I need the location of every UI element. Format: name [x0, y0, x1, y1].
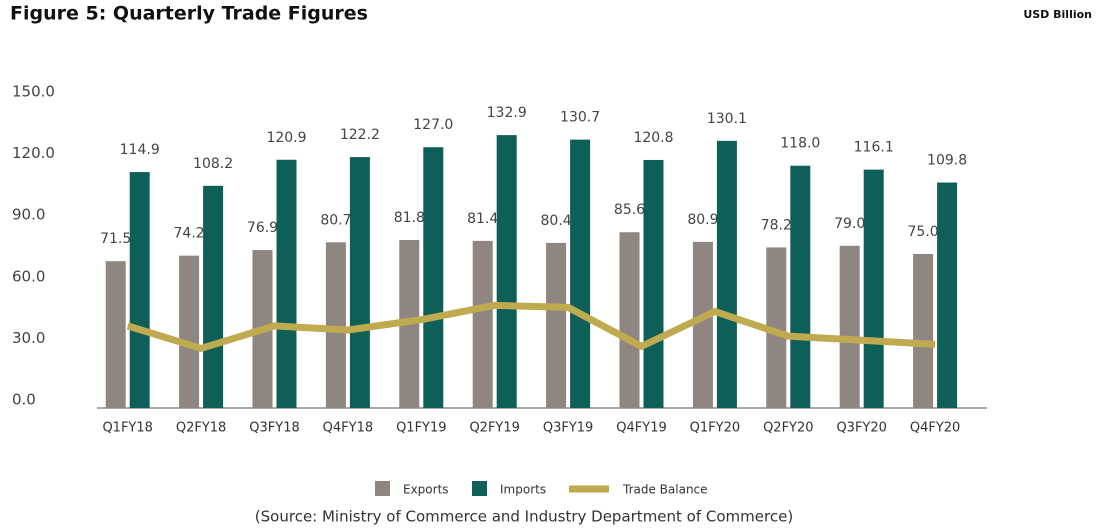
x-tick-label: Q4FY19 [616, 421, 666, 436]
line [126, 301, 936, 352]
data-label: 127.0 [413, 117, 453, 133]
x-tick-label: Q4FY18 [323, 421, 373, 436]
data-label: 76.9 [247, 220, 278, 236]
x-tick-label: Q2FY19 [469, 421, 519, 436]
x-tick-label: Q4FY20 [910, 421, 960, 436]
bar [570, 139, 591, 408]
data-label: 81.4 [467, 211, 498, 227]
legend-label: Exports [403, 483, 449, 497]
legend-label: Trade Balance [622, 483, 708, 497]
data-label: 120.9 [266, 130, 306, 146]
data-label: 118.0 [780, 136, 820, 152]
data-label: 80.9 [687, 212, 718, 228]
y-tick-label: 120.0 [12, 144, 55, 162]
bar [472, 240, 493, 408]
y-tick-label: 150.0 [12, 83, 55, 101]
source-note: (Source: Ministry of Commerce and Indust… [255, 508, 793, 526]
bar [179, 255, 200, 408]
data-label: 80.4 [541, 213, 572, 229]
data-label: 75.0 [908, 224, 939, 240]
bar [766, 247, 787, 408]
bar [546, 242, 567, 408]
chart-title: Figure 5: Quarterly Trade Figures [10, 3, 368, 25]
legend-swatch [472, 481, 487, 496]
bar [276, 159, 297, 408]
bar [937, 182, 958, 408]
data-label: 81.8 [394, 210, 425, 226]
bar [716, 140, 737, 408]
bar [643, 159, 664, 408]
x-tick-label: Q2FY20 [763, 421, 813, 436]
bar [790, 165, 811, 408]
data-label: 85.6 [614, 202, 645, 218]
y-tick-label: 60.0 [12, 267, 45, 285]
x-tick-label: Q2FY18 [176, 421, 226, 436]
bar [496, 135, 517, 408]
data-label: 74.2 [174, 226, 205, 242]
legend-label: Imports [500, 483, 546, 497]
x-tick-label: Q3FY19 [543, 421, 593, 436]
data-label: 80.7 [320, 212, 351, 228]
data-label: 114.9 [120, 142, 160, 158]
bar [619, 232, 640, 408]
bar [863, 169, 884, 408]
y-tick-label: 0.0 [12, 391, 36, 409]
bar [129, 172, 150, 408]
x-tick-label: Q1FY18 [102, 421, 152, 436]
bar [423, 147, 444, 408]
data-label: 130.7 [560, 110, 600, 126]
data-label: 108.2 [193, 156, 233, 172]
bar [692, 241, 713, 408]
data-label: 120.8 [633, 130, 673, 146]
data-label: 122.2 [340, 127, 380, 143]
data-label: 132.9 [487, 105, 527, 121]
x-tick-label: Q3FY20 [836, 421, 886, 436]
y-tick-label: 30.0 [12, 329, 45, 347]
data-label: 71.5 [100, 231, 131, 247]
x-tick-label: Q1FY20 [690, 421, 740, 436]
bar [203, 185, 224, 408]
bar [839, 245, 860, 408]
bar [349, 157, 370, 408]
data-label: 116.1 [854, 140, 894, 156]
data-label: 130.1 [707, 111, 747, 127]
x-tick-label: Q1FY19 [396, 421, 446, 436]
y-tick-label: 90.0 [12, 206, 45, 224]
legend-swatch [375, 481, 390, 496]
x-tick-label: Q3FY18 [249, 421, 299, 436]
data-label: 109.8 [927, 153, 967, 169]
data-label: 78.2 [761, 217, 792, 233]
unit-label: USD Billion [1023, 8, 1092, 21]
bar [913, 254, 934, 408]
bar [105, 261, 126, 408]
data-label: 79.0 [834, 216, 865, 232]
bar [325, 242, 346, 408]
